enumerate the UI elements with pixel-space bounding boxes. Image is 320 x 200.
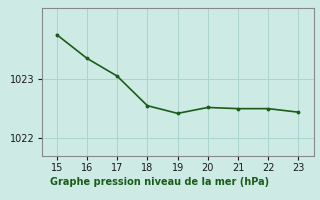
Text: Graphe pression niveau de la mer (hPa): Graphe pression niveau de la mer (hPa): [51, 177, 269, 187]
